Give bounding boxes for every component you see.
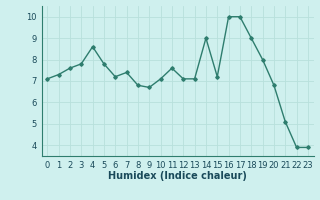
X-axis label: Humidex (Indice chaleur): Humidex (Indice chaleur) [108,171,247,181]
